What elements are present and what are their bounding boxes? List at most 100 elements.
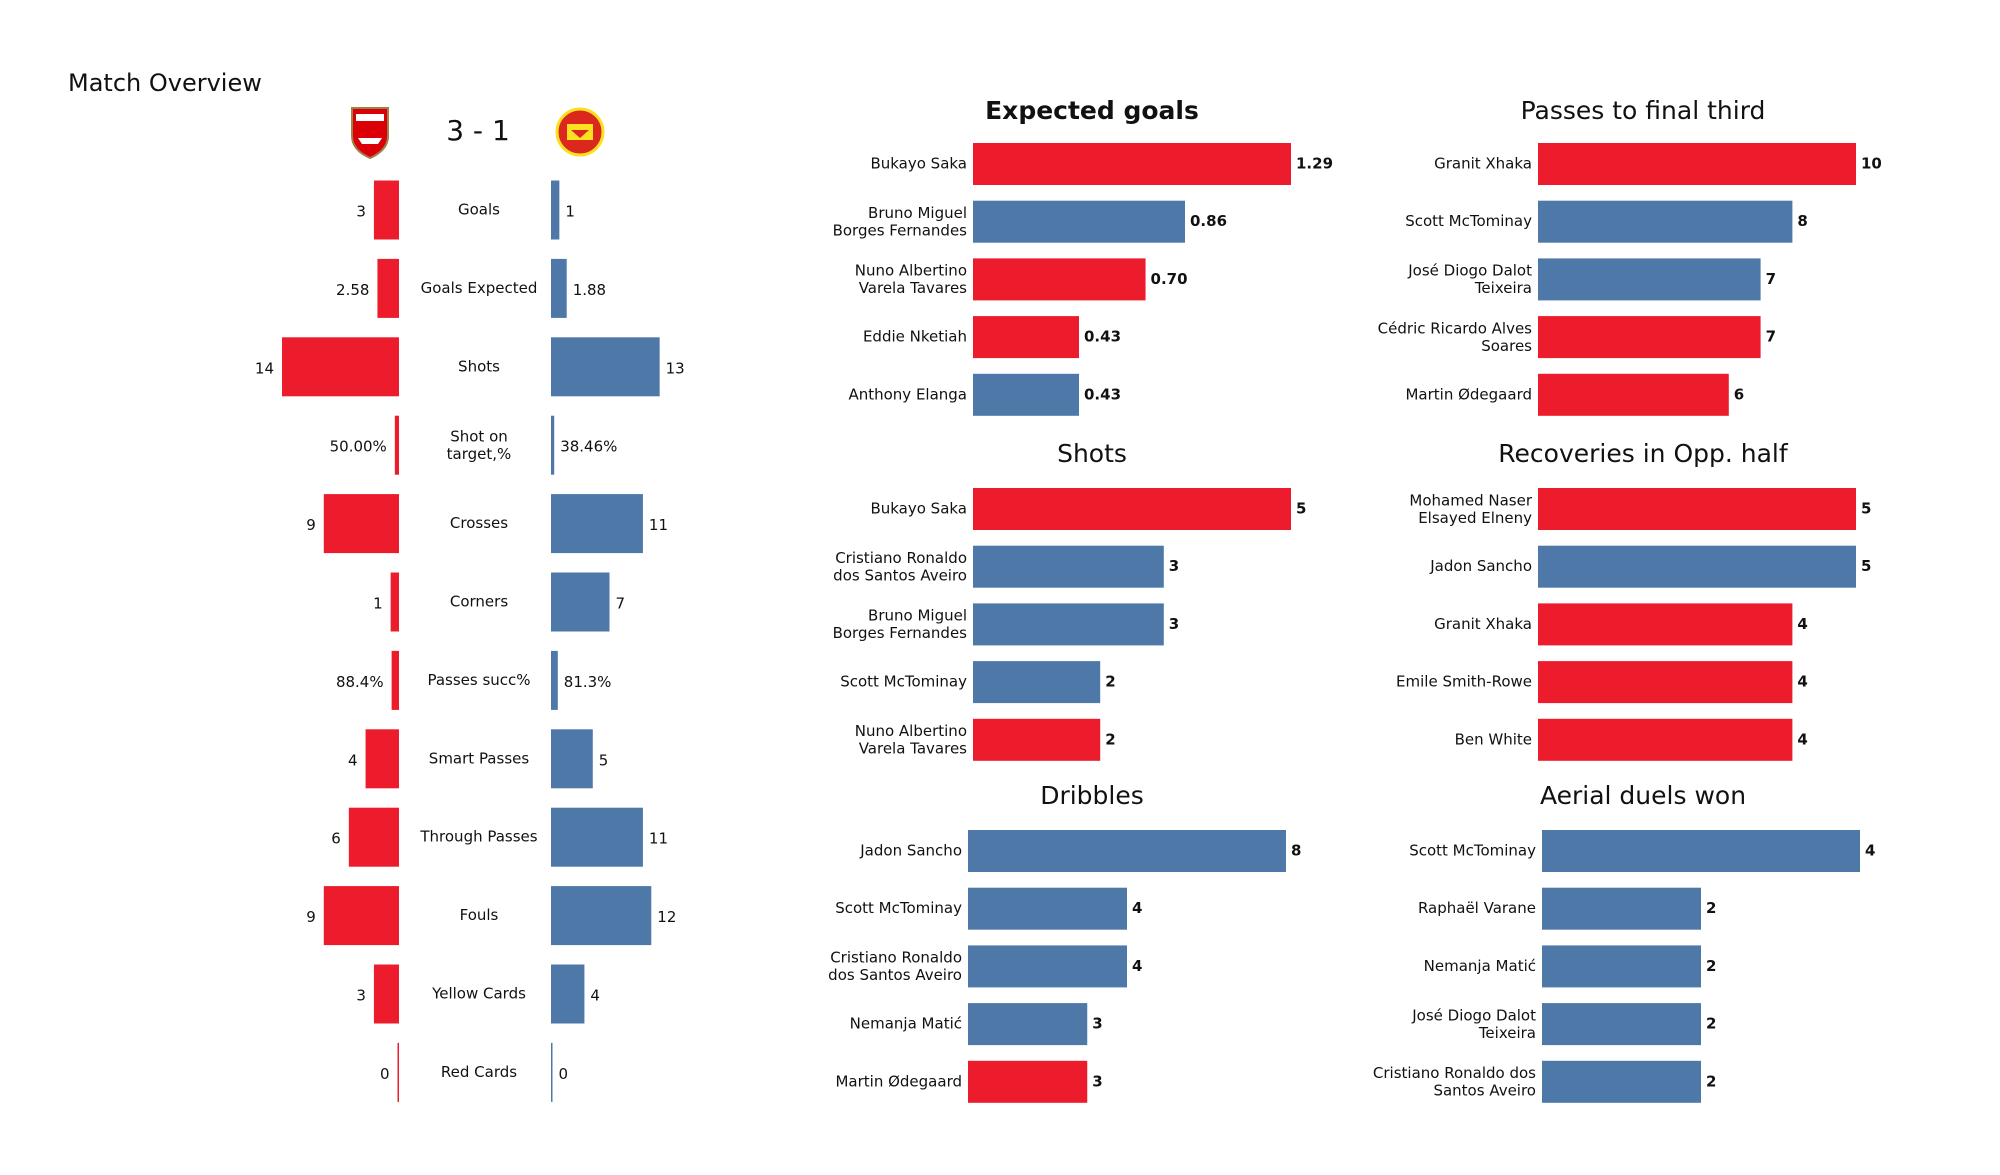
value-label: 1 xyxy=(565,203,575,221)
value-label: 2 xyxy=(1105,730,1115,748)
value-label: 11 xyxy=(649,516,668,534)
bar xyxy=(1538,373,1729,416)
category-label: Raphaël Varane xyxy=(1418,899,1536,917)
value-label: 2 xyxy=(1706,899,1716,917)
chart-title: Dribbles xyxy=(1040,781,1144,810)
bar xyxy=(968,887,1127,930)
value-label: 4 xyxy=(1132,899,1142,917)
bar xyxy=(973,545,1164,588)
category-label: José Diogo Dalot Teixeira xyxy=(1407,261,1532,297)
bar xyxy=(973,200,1185,243)
value-label: 0.86 xyxy=(1190,212,1227,230)
value-label: 4 xyxy=(348,751,358,769)
bar xyxy=(968,1060,1088,1103)
value-label: 3 xyxy=(1092,1072,1102,1090)
bar xyxy=(1538,488,1856,530)
bar xyxy=(390,572,399,632)
bar xyxy=(551,494,643,554)
value-label: 11 xyxy=(649,830,668,848)
value-label: 4 xyxy=(1865,842,1875,860)
value-label: 0.43 xyxy=(1084,385,1121,403)
chart-title: Shots xyxy=(1057,439,1127,468)
category-label: Fouls xyxy=(460,906,499,924)
category-label: Cristiano Ronaldo dos Santos Aveiro xyxy=(828,948,962,984)
bar xyxy=(968,945,1127,988)
value-label: 2.58 xyxy=(336,281,369,299)
category-label: Corners xyxy=(450,593,508,611)
category-label: Mohamed Naser Elsayed Elneny xyxy=(1409,491,1532,527)
value-label: 14 xyxy=(255,359,274,377)
value-label: 3 xyxy=(356,987,366,1005)
value-label: 5 xyxy=(1861,500,1871,518)
bar xyxy=(1542,1003,1701,1046)
value-label: 9 xyxy=(306,908,316,926)
bar xyxy=(551,1042,553,1102)
bar xyxy=(973,661,1101,704)
chart-title: Recoveries in Opp. half xyxy=(1498,439,1789,468)
bar xyxy=(973,373,1079,416)
manutd-crest xyxy=(555,107,605,157)
category-label: Crosses xyxy=(450,514,508,532)
value-label: 6 xyxy=(331,830,341,848)
bar xyxy=(968,1003,1088,1046)
bar xyxy=(551,180,560,240)
category-label: Shot on target,% xyxy=(447,427,512,463)
value-label: 2 xyxy=(1706,957,1716,975)
bar xyxy=(551,650,558,710)
bar xyxy=(365,729,399,789)
category-label: Nuno Albertino Varela Tavares xyxy=(855,261,967,297)
bar xyxy=(323,494,399,554)
bar xyxy=(1542,887,1701,930)
value-label: 12 xyxy=(657,908,676,926)
bar xyxy=(394,415,399,475)
category-label: Scott McTominay xyxy=(1405,212,1532,230)
bar xyxy=(1538,545,1856,588)
value-label: 10 xyxy=(1861,155,1882,173)
category-label: Scott McTominay xyxy=(835,899,962,917)
value-label: 2 xyxy=(1706,1015,1716,1033)
bar xyxy=(373,180,399,240)
value-label: 7 xyxy=(1766,270,1776,288)
category-label: Passes succ% xyxy=(427,671,530,689)
category-label: Scott McTominay xyxy=(840,673,967,691)
bar xyxy=(551,572,610,632)
bar xyxy=(373,964,399,1024)
category-label: Eddie Nketiah xyxy=(863,328,967,346)
bar xyxy=(973,143,1291,185)
category-label: Red Cards xyxy=(441,1063,517,1081)
bar xyxy=(968,830,1286,872)
value-label: 81.3% xyxy=(564,673,612,691)
bar xyxy=(282,337,399,397)
value-label: 0 xyxy=(380,1065,390,1083)
category-label: Emile Smith-Rowe xyxy=(1396,673,1532,691)
bar xyxy=(323,886,399,946)
category-label: José Diogo Dalot Teixeira xyxy=(1411,1006,1536,1042)
value-label: 88.4% xyxy=(336,673,384,691)
category-label: Goals xyxy=(458,201,500,219)
chart-title: Expected goals xyxy=(985,96,1199,125)
bar xyxy=(397,1042,399,1102)
value-label: 6 xyxy=(1734,385,1744,403)
bar xyxy=(551,415,555,475)
bar xyxy=(348,807,399,867)
category-label: Cristiano Ronaldo dos Santos Aveiro xyxy=(833,548,967,584)
category-label: Bukayo Saka xyxy=(870,155,967,173)
bar xyxy=(1538,718,1793,761)
value-label: 3 xyxy=(1092,1015,1102,1033)
bar xyxy=(391,650,399,710)
bar xyxy=(1538,258,1761,301)
bar xyxy=(1538,603,1793,646)
category-label: Granit Xhaka xyxy=(1434,615,1532,633)
value-label: 3 xyxy=(356,203,366,221)
bar xyxy=(1538,143,1856,185)
bar xyxy=(1538,661,1793,704)
value-label: 1.29 xyxy=(1296,155,1333,173)
value-label: 1.88 xyxy=(573,281,606,299)
value-label: 13 xyxy=(666,359,685,377)
bar xyxy=(551,258,567,318)
value-label: 4 xyxy=(1132,957,1142,975)
bar xyxy=(973,316,1079,359)
value-label: 0.43 xyxy=(1084,328,1121,346)
